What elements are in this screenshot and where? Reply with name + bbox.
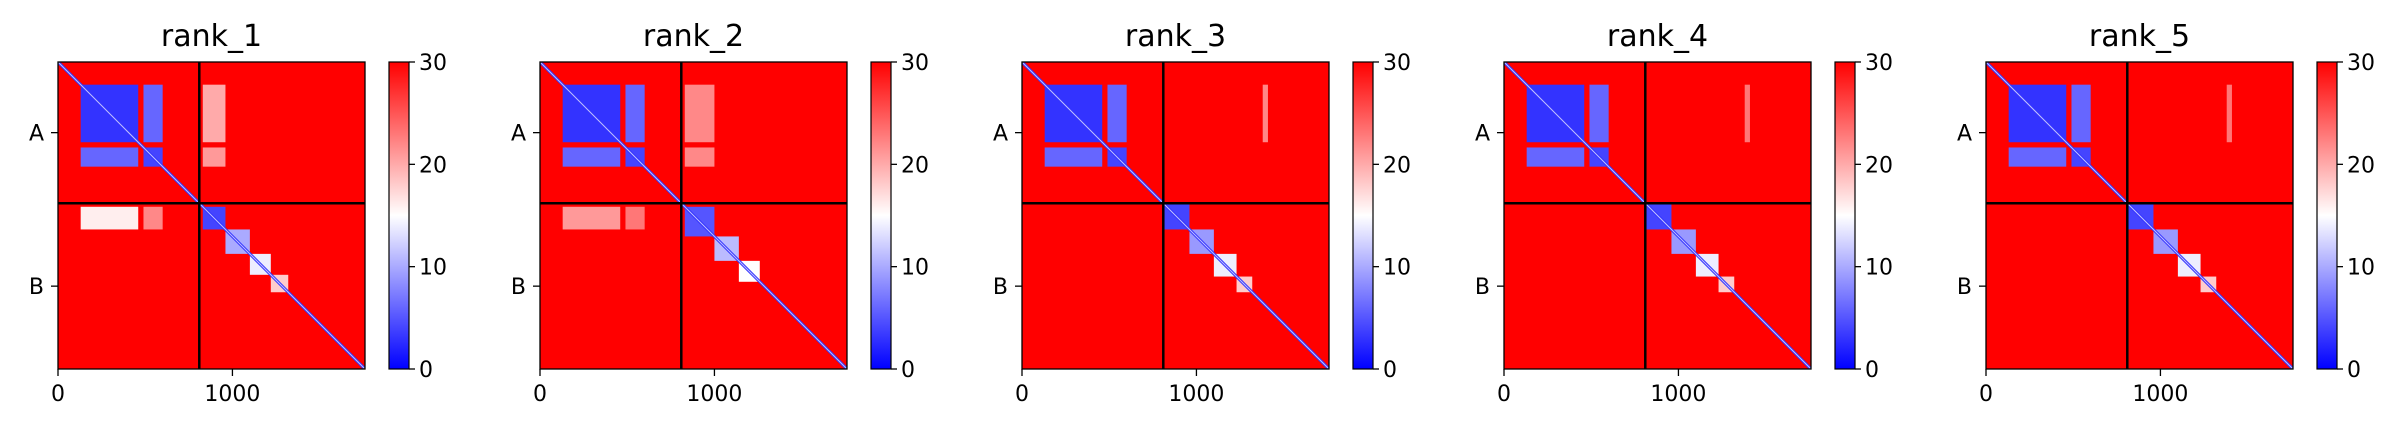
colorbar-tick-label: 20 — [419, 153, 447, 178]
colorbar-tick-label: 10 — [2347, 256, 2375, 281]
colorbar-tick-label: 0 — [1383, 358, 1397, 383]
panel-title: rank_4 — [1607, 19, 1708, 54]
colorbar — [870, 61, 892, 370]
colorbar-tick-label: 30 — [1865, 51, 1893, 76]
heatmap-block — [1044, 147, 1103, 167]
axes-frame — [1503, 61, 1812, 370]
heatmap-block — [1744, 84, 1750, 143]
heatmap-block — [2226, 84, 2232, 143]
panel-title: rank_2 — [643, 19, 744, 54]
colorbar — [388, 61, 410, 370]
y-tick-label: B — [29, 275, 44, 300]
y-tick-label: B — [993, 275, 1008, 300]
heatmap-block — [625, 206, 645, 230]
panel-title: rank_5 — [2089, 19, 2190, 54]
y-tick-label: A — [511, 122, 526, 147]
y-tick-label: A — [993, 122, 1008, 147]
heatmap-block — [625, 84, 645, 143]
colorbar — [1834, 61, 1856, 370]
heatmap-block — [2008, 147, 2067, 167]
y-tick-label: A — [1957, 122, 1972, 147]
heatmap-block — [143, 206, 163, 230]
x-tick-label: 1000 — [2132, 382, 2188, 407]
colorbar-tick-label: 30 — [1383, 51, 1411, 76]
colorbar — [2316, 61, 2338, 370]
colorbar — [1352, 61, 1374, 370]
x-tick-label: 0 — [1015, 382, 1029, 407]
panel-title: rank_3 — [1125, 19, 1226, 54]
heatmap-block — [1526, 147, 1585, 167]
x-tick-label: 0 — [533, 382, 547, 407]
x-tick-label: 0 — [1979, 382, 1993, 407]
colorbar-tick-label: 20 — [2347, 153, 2375, 178]
x-tick-label: 1000 — [686, 382, 742, 407]
colorbar-tick-label: 10 — [901, 256, 929, 281]
axes-frame — [1985, 61, 2294, 370]
colorbar-tick-label: 0 — [901, 358, 915, 383]
panel-2: rank_2 A B 0 1000 0 10 20 30 — [511, 19, 929, 407]
heatmap-block — [1589, 84, 1609, 143]
colorbar-tick-label: 20 — [1865, 153, 1893, 178]
heatmap-block — [80, 206, 139, 230]
panel-1: rank_1 A B 0 1000 0 10 20 30 — [29, 19, 447, 407]
heatmap-block — [202, 84, 226, 143]
x-tick-label: 1000 — [1168, 382, 1224, 407]
y-tick-label: A — [1475, 122, 1490, 147]
axes-frame — [1021, 61, 1330, 370]
heatmap-block — [562, 147, 621, 167]
colorbar-tick-label: 10 — [419, 256, 447, 281]
x-tick-label: 1000 — [1650, 382, 1706, 407]
heatmap-block — [1107, 84, 1127, 143]
y-tick-label: B — [1957, 275, 1972, 300]
axes-frame — [57, 61, 366, 370]
x-tick-label: 0 — [51, 382, 65, 407]
panel-title: rank_1 — [161, 19, 262, 54]
x-tick-label: 1000 — [204, 382, 260, 407]
colorbar-tick-label: 10 — [1383, 256, 1411, 281]
colorbar-tick-label: 30 — [419, 51, 447, 76]
axes-frame — [539, 61, 848, 370]
heatmap-block — [1262, 84, 1268, 143]
colorbar-tick-label: 20 — [1383, 153, 1411, 178]
y-tick-label: B — [1475, 275, 1490, 300]
panel-3: rank_3 A B 0 1000 0 10 20 30 — [993, 19, 1411, 407]
heatmap-block — [143, 84, 163, 143]
colorbar-tick-label: 30 — [2347, 51, 2375, 76]
x-tick-label: 0 — [1497, 382, 1511, 407]
heatmap-block — [562, 206, 621, 230]
heatmap-block — [80, 147, 139, 167]
heatmap-block — [684, 147, 715, 167]
heatmap-block — [2071, 84, 2091, 143]
colorbar-tick-label: 0 — [419, 358, 433, 383]
colorbar-tick-label: 10 — [1865, 256, 1893, 281]
y-tick-label: A — [29, 122, 44, 147]
heatmap-block — [202, 147, 226, 167]
panel-4: rank_4 A B 0 1000 0 10 20 30 — [1475, 19, 1893, 407]
heatmap-block — [684, 84, 715, 143]
panel-5: rank_5 A B 0 1000 0 10 20 30 — [1957, 19, 2375, 407]
colorbar-tick-label: 20 — [901, 153, 929, 178]
colorbar-tick-label: 0 — [2347, 358, 2361, 383]
colorbar-tick-label: 0 — [1865, 358, 1879, 383]
y-tick-label: B — [511, 275, 526, 300]
colorbar-tick-label: 30 — [901, 51, 929, 76]
